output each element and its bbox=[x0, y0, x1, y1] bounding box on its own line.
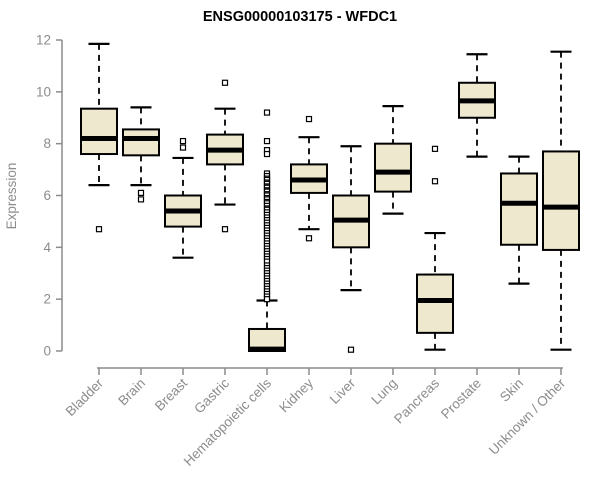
outlier-point bbox=[263, 296, 271, 303]
box-hematopoietic-cells bbox=[248, 109, 286, 352]
x-category-label: Bladder bbox=[63, 375, 107, 419]
outlier-point bbox=[263, 150, 271, 158]
boxes-layer bbox=[80, 42, 580, 353]
y-tick-label: 2 bbox=[43, 292, 51, 307]
outlier-point bbox=[179, 144, 187, 151]
chart-title: ENSG00000103175 - WFDC1 bbox=[203, 9, 397, 25]
y-axis-label: Expression bbox=[4, 163, 19, 230]
y-tick-label: 0 bbox=[43, 344, 51, 359]
iqr-box bbox=[500, 172, 538, 246]
x-category-label: Kidney bbox=[276, 375, 316, 415]
outlier-point bbox=[221, 226, 229, 233]
box-breast bbox=[164, 137, 202, 259]
outlier-point bbox=[263, 109, 271, 116]
x-category-label: Liver bbox=[327, 375, 359, 407]
y-tick-label: 6 bbox=[43, 188, 51, 203]
x-category-label: Pancreas bbox=[391, 375, 442, 426]
iqr-box bbox=[416, 273, 454, 334]
x-category-label: Gastric bbox=[191, 375, 232, 416]
x-category-label: Lung bbox=[368, 376, 400, 408]
outlier-point bbox=[221, 79, 229, 86]
outlier-point bbox=[137, 189, 145, 197]
box-gastric bbox=[206, 79, 244, 233]
y-tick-label: 8 bbox=[43, 136, 51, 151]
box-lung bbox=[374, 104, 412, 215]
x-category-label: Breast bbox=[152, 375, 190, 413]
x-category-label: Skin bbox=[497, 376, 526, 405]
outlier-point bbox=[305, 115, 313, 123]
iqr-box bbox=[542, 150, 580, 251]
iqr-box bbox=[122, 128, 160, 157]
box-pancreas bbox=[416, 145, 454, 351]
outlier-point bbox=[305, 235, 313, 242]
y-tick-label: 4 bbox=[43, 240, 51, 255]
box-kidney bbox=[290, 115, 328, 242]
x-category-label: Prostate bbox=[438, 376, 484, 422]
box-brain bbox=[122, 106, 160, 203]
x-category-label: Unknown / Other bbox=[486, 375, 569, 458]
iqr-box bbox=[374, 142, 412, 193]
y-axis: 0 2 4 6 8 10 12 bbox=[36, 33, 63, 359]
outlier-point bbox=[179, 137, 187, 145]
outlier-point bbox=[137, 196, 145, 203]
outlier-point bbox=[431, 178, 439, 185]
box-liver bbox=[332, 145, 370, 353]
y-tick-label: 12 bbox=[36, 33, 51, 48]
outlier-point bbox=[347, 346, 355, 353]
box-unknown-other bbox=[542, 50, 580, 351]
box-prostate bbox=[458, 53, 496, 158]
iqr-box bbox=[80, 107, 118, 156]
outlier-point bbox=[263, 137, 271, 145]
y-tick-label: 10 bbox=[36, 84, 51, 99]
outlier-point bbox=[431, 145, 439, 152]
outlier-point bbox=[95, 226, 103, 233]
box-skin bbox=[500, 155, 538, 285]
box-bladder bbox=[80, 42, 118, 233]
x-category-label: Brain bbox=[115, 376, 148, 409]
